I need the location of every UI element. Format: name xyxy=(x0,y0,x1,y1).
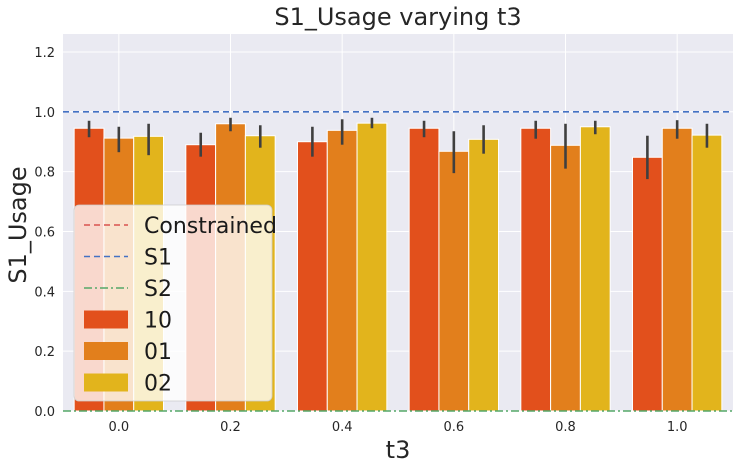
x-tick-label: 0.4 xyxy=(332,420,353,435)
bar-10-0.6 xyxy=(408,127,440,412)
y-tick-label: 0.0 xyxy=(34,405,55,420)
x-tick-label: 0.0 xyxy=(108,420,129,435)
bar-10-0.8 xyxy=(520,127,552,412)
x-tick-label: 0.6 xyxy=(443,420,464,435)
bar-01-0.8 xyxy=(550,144,581,412)
bar-02-1.0 xyxy=(691,134,723,412)
bar-01-0.4 xyxy=(326,129,358,412)
legend-label: 01 xyxy=(144,340,172,365)
reference-lines-layer xyxy=(63,110,733,412)
legend-label: 02 xyxy=(144,372,172,397)
x-tick-labels: 0.0 0.2 0.4 0.6 0.8 1.0 xyxy=(108,420,687,435)
bar-01-1.0 xyxy=(661,127,693,412)
legend-label: S2 xyxy=(144,277,172,302)
legend: Constrained S1 S2 10 01 02 xyxy=(73,204,277,402)
y-tick-label: 1.2 xyxy=(34,46,55,61)
bar-10-0.4 xyxy=(297,141,328,412)
y-axis-label: S1_Usage xyxy=(4,166,32,283)
legend-swatch-10 xyxy=(84,310,128,329)
legend-label: 10 xyxy=(144,309,172,334)
bar-02-0.6 xyxy=(468,138,500,412)
bar-10-1.0 xyxy=(632,156,663,412)
legend-label: S1 xyxy=(144,246,172,271)
y-tick-label: 0.4 xyxy=(34,285,55,300)
x-tick-label: 1.0 xyxy=(667,420,688,435)
y-tick-label: 1.0 xyxy=(34,106,55,121)
bar-02-0.8 xyxy=(579,126,611,412)
bar-01-0.6 xyxy=(438,150,470,412)
chart-title: S1_Usage varying t3 xyxy=(274,3,521,31)
bar-02-0.4 xyxy=(356,122,388,412)
legend-swatch-01 xyxy=(84,342,128,360)
y-tick-labels: 0.0 0.2 0.4 0.6 0.8 1.0 1.2 xyxy=(34,46,55,420)
legend-label: Constrained xyxy=(144,214,277,239)
error-bars-layer xyxy=(87,117,709,180)
x-tick-label: 0.8 xyxy=(555,420,576,435)
x-axis-label: t3 xyxy=(386,436,411,464)
x-tick-label: 0.2 xyxy=(220,420,241,435)
y-tick-label: 0.2 xyxy=(34,345,55,360)
y-tick-label: 0.6 xyxy=(34,225,55,240)
legend-swatch-02 xyxy=(84,373,128,392)
y-tick-label: 0.8 xyxy=(34,166,55,181)
